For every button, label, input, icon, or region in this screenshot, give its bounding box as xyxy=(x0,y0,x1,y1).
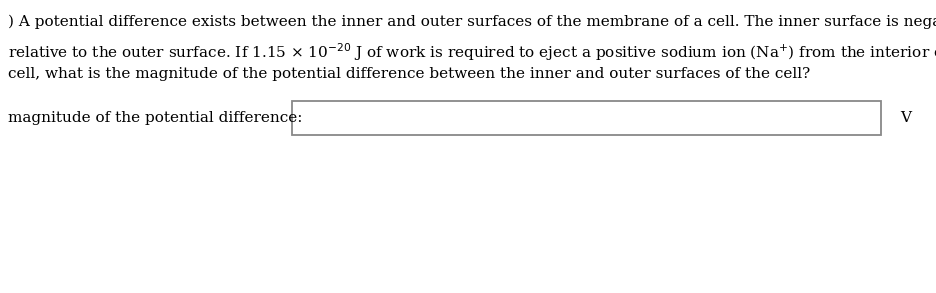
Text: relative to the outer surface. If 1.15 × 10$^{-20}$ J of work is required to eje: relative to the outer surface. If 1.15 ×… xyxy=(8,41,936,63)
Text: ) A potential difference exists between the inner and outer surfaces of the memb: ) A potential difference exists between … xyxy=(8,15,936,29)
Text: V: V xyxy=(900,111,911,125)
Text: magnitude of the potential difference:: magnitude of the potential difference: xyxy=(8,111,302,125)
Bar xyxy=(292,101,881,135)
Text: cell, what is the magnitude of the potential difference between the inner and ou: cell, what is the magnitude of the poten… xyxy=(8,67,811,81)
